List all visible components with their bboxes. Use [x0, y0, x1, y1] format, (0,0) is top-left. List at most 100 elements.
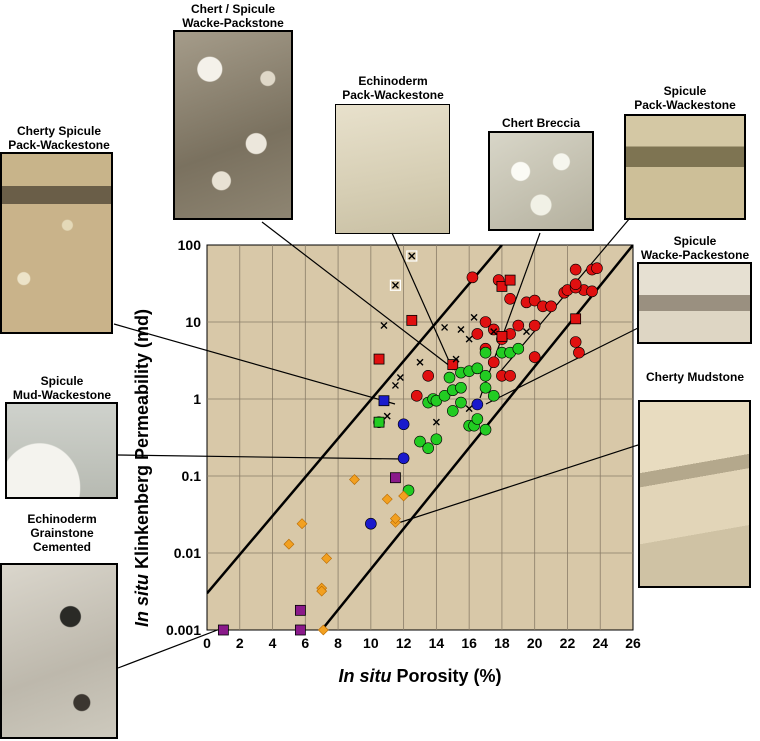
data-point-circle: [479, 381, 492, 394]
data-point-cross-box: [406, 250, 418, 262]
y-tick-label: 100: [178, 237, 202, 253]
data-point-square: [373, 416, 385, 428]
data-point-circle: [455, 381, 467, 394]
data-point-circle: [586, 285, 598, 298]
data-point-circle: [438, 390, 451, 402]
x-tick-label: 20: [527, 635, 543, 651]
data-point-circle: [422, 370, 434, 382]
data-point-circle: [471, 328, 484, 340]
data-point-diamond: [283, 538, 295, 550]
data-point-square: [496, 331, 508, 342]
data-point-circle: [512, 319, 525, 332]
data-point-square: [378, 395, 390, 407]
x-tick-label: 12: [396, 635, 412, 651]
x-tick-label: 16: [461, 635, 477, 651]
x-tick-label: 8: [334, 635, 342, 651]
y-tick-label: 1: [193, 391, 201, 407]
x-tick-label: 6: [301, 635, 309, 651]
data-point-diamond: [296, 518, 308, 530]
data-point-cross-box: [389, 279, 402, 291]
photo-echinoderm-grainstone: [0, 563, 118, 739]
data-point-cross: [465, 405, 473, 413]
data-point-cross: [408, 252, 416, 260]
data-point-circle: [504, 370, 516, 382]
x-axis-label: In situ Porosity (%): [338, 666, 501, 686]
x-tick-label: 18: [494, 635, 510, 651]
data-point-cross: [457, 325, 465, 333]
data-point-circle: [528, 351, 541, 363]
leader-line: [485, 327, 639, 405]
photo-spicule-mud: [5, 402, 118, 499]
photo-chert-spicule: [173, 30, 293, 220]
photo-cherty-spicule: [0, 152, 113, 334]
data-point-circle: [471, 362, 484, 375]
photo-cherty-mudstone: [638, 400, 751, 588]
data-point-circle: [569, 278, 582, 290]
trend-line: [320, 245, 633, 630]
leader-line: [394, 444, 639, 525]
label-echinoderm-grainstone: Echinoderm Grainstone Cemented: [27, 512, 97, 554]
data-point-cross: [452, 355, 460, 363]
photo-echinoderm-pack: [335, 104, 450, 234]
data-point-square: [294, 604, 306, 616]
data-point-diamond: [349, 474, 360, 485]
data-point-circle: [528, 319, 541, 332]
data-point-cross: [432, 418, 440, 426]
data-point-circle: [479, 370, 492, 382]
data-point-circle: [512, 342, 525, 355]
leader-line: [113, 323, 396, 405]
y-tick-label: 0.1: [182, 468, 202, 484]
data-point-diamond: [321, 553, 333, 564]
y-tick-label: 0.01: [174, 545, 201, 561]
data-point-circle: [591, 262, 603, 274]
data-point-diamond: [389, 513, 401, 524]
data-point-square: [496, 280, 508, 292]
leader-line: [117, 454, 403, 460]
data-point-circle: [569, 263, 582, 276]
data-point-cross: [523, 328, 530, 336]
label-spicule-pack: Spicule Pack-Wackestone: [634, 84, 736, 112]
data-point-cross: [383, 412, 391, 420]
data-point-cross: [380, 322, 388, 330]
data-point-circle: [487, 390, 500, 402]
label-cherty-mudstone: Cherty Mudstone: [645, 370, 744, 384]
data-point-circle: [446, 405, 459, 417]
data-point-circle: [545, 300, 557, 313]
data-point-circle: [479, 346, 492, 359]
x-tick-label: 10: [363, 635, 379, 651]
data-point-circle: [443, 371, 456, 384]
photo-chert-breccia: [488, 131, 594, 231]
photo-spicule-wacke: [637, 262, 752, 344]
x-tick-label: 14: [429, 635, 445, 651]
leader-line: [391, 232, 454, 371]
data-point-square: [406, 314, 418, 326]
data-point-square: [570, 313, 582, 325]
data-point-circle: [430, 433, 443, 446]
data-point-circle: [504, 293, 516, 305]
label-cherty-spicule: Cherty Spicule Pack-Wackestone: [8, 124, 110, 152]
x-tick-label: 24: [592, 635, 608, 651]
data-point-circle: [528, 294, 541, 307]
y-tick-label: 10: [185, 314, 201, 330]
data-point-diamond: [381, 493, 393, 505]
data-point-circle: [479, 423, 492, 436]
trend-line: [207, 245, 503, 595]
data-point-cross: [391, 381, 399, 389]
data-point-square: [504, 274, 516, 286]
data-point-cross: [441, 323, 449, 331]
leader-line: [261, 221, 456, 371]
data-point-cross: [490, 328, 498, 336]
data-point-circle: [487, 356, 500, 369]
data-point-cross: [391, 281, 399, 289]
y-axis-label: In situ Klinkenberg Permeability (md): [132, 309, 152, 627]
data-point-diamond: [317, 624, 329, 636]
data-point-square: [217, 624, 229, 636]
x-tick-label: 26: [625, 635, 641, 651]
data-point-circle: [479, 316, 492, 328]
y-tick-label: 0.001: [166, 622, 201, 638]
data-point-circle: [397, 418, 410, 431]
data-point-square: [390, 472, 401, 484]
data-point-diamond: [316, 585, 328, 597]
data-point-circle: [455, 396, 467, 409]
x-tick-label: 22: [560, 635, 576, 651]
